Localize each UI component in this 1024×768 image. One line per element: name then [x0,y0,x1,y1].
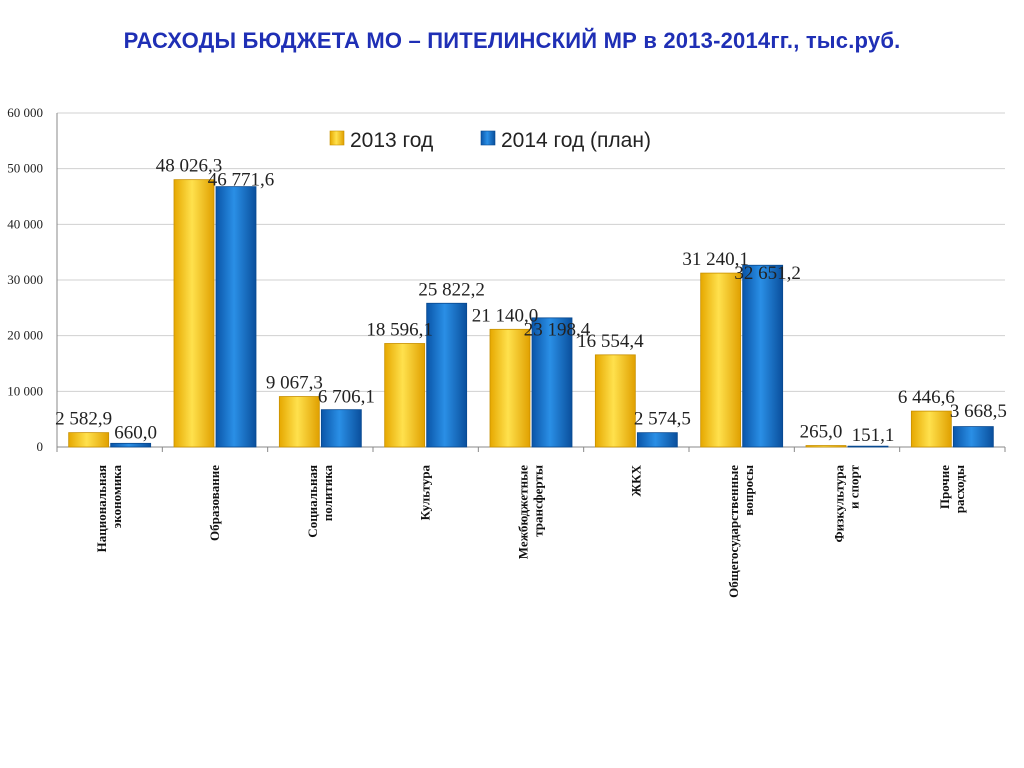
data-label-2013: 9 067,3 [266,373,323,394]
data-label-2013: 18 596,1 [366,319,433,340]
data-label-2013: 2 582,9 [55,409,112,430]
category-label: Физкультура [832,465,847,543]
data-label-2013: 21 140,0 [472,305,539,326]
bar-2014 [320,409,362,448]
category-label: Образование [207,465,222,541]
y-tick-label: 10 000 [7,383,43,398]
page-title: РАСХОДЫ БЮДЖЕТА МО – ПИТЕЛИНСКИЙ МР в 20… [123,28,901,53]
data-label-2014: 25 822,2 [418,279,485,300]
category-label: Культура [418,465,433,521]
bar-2013 [910,410,952,448]
data-label-2013: 31 240,1 [682,249,749,270]
bar-2014 [847,445,889,448]
data-label-2014: 3 668,5 [950,401,1007,422]
bar-2014 [426,302,468,448]
category-label: Прочие [937,465,952,509]
bar-2014 [636,432,678,448]
data-label-2014: 151,1 [852,425,895,446]
data-label-2014: 6 706,1 [318,387,375,408]
category-label: Социальная [305,465,320,538]
data-label-2013: 16 554,4 [577,331,644,352]
bar-2013 [173,179,215,448]
bar-2013 [594,354,636,448]
data-label-2013: 6 446,6 [898,387,955,408]
category-labels: Национальная экономика Образование Социальн… [94,464,967,597]
category-label: расходы [952,465,967,513]
legend-swatch-2014 [480,130,496,146]
category-label: политика [320,465,335,522]
y-tick-label: 20 000 [7,328,43,343]
gridlines [57,112,1005,392]
y-tick-label: 30 000 [7,272,43,287]
bar-2013 [489,328,531,448]
legend: 2013 год 2014 год (план) [329,129,651,152]
data-label-2013: 265,0 [800,422,843,443]
axes [56,113,1006,452]
category-label: трансферты [531,465,546,537]
category-label: Межбюджетные [516,465,531,559]
bar-2014 [110,442,152,448]
category-label: и спорт [847,464,862,509]
bar-2013 [278,396,320,448]
bar-2014 [215,186,257,448]
legend-label-2014: 2014 год (план) [501,129,651,152]
category-label: Национальная [94,465,109,552]
bar-2014 [742,264,784,448]
data-label-2014: 23 198,4 [524,319,591,340]
bars [68,179,994,448]
bar-2013 [700,272,742,448]
data-label-2014: 46 771,6 [208,170,275,191]
bar-2013 [805,445,847,448]
category-label: вопросы [741,465,756,516]
category-label: ЖКХ [628,464,643,496]
y-tick-label: 50 000 [7,161,43,176]
bar-2014 [531,317,573,448]
data-label-2014: 660,0 [114,423,157,444]
data-label-2014: 32 651,2 [734,263,801,284]
bar-2013 [68,432,110,448]
data-label-2013: 48 026,3 [156,156,223,177]
legend-label-2013: 2013 год [350,129,433,152]
legend-swatch-2013 [329,130,345,146]
y-tick-label: 60 000 [7,105,43,120]
data-label-2014: 2 574,5 [634,409,691,430]
category-label: Общегосударственные [726,465,741,598]
y-tick-label: 0 [37,439,44,454]
y-axis-ticks: 0 10 000 20 000 30 000 40 000 50 000 60 000 [7,105,43,454]
category-label: экономика [109,465,124,529]
bar-2013 [384,343,426,448]
y-tick-label: 40 000 [7,216,43,231]
bar-2014 [952,426,994,448]
